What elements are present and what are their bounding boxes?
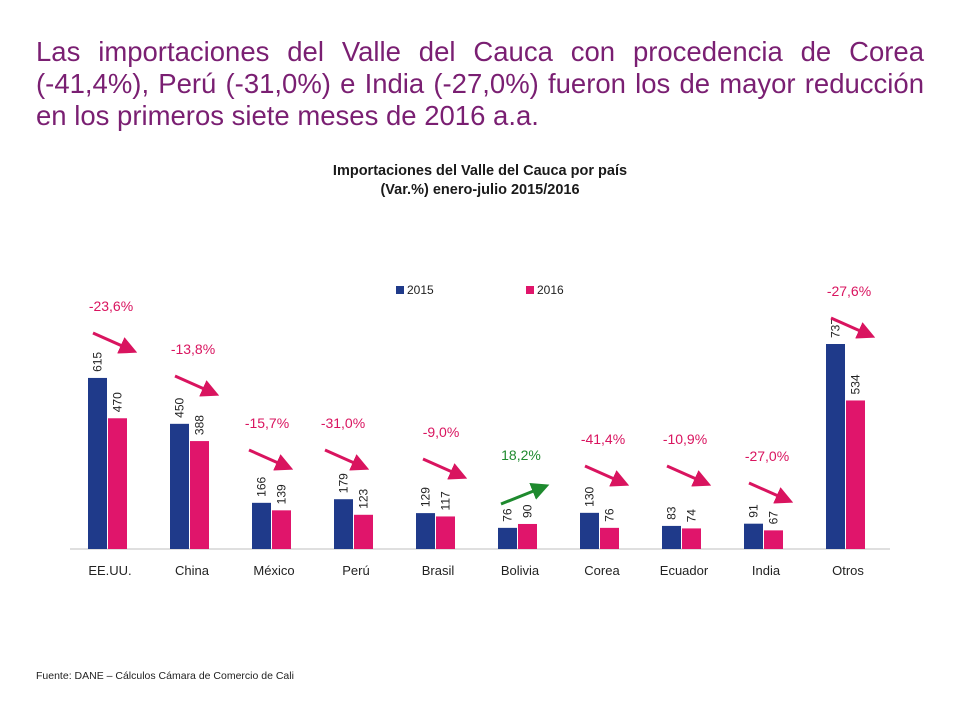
data-label: 139 bbox=[275, 484, 289, 504]
variation-arrow-5 bbox=[500, 482, 550, 506]
bar-2015-corea bbox=[580, 512, 599, 549]
data-label: 83 bbox=[665, 506, 679, 520]
bar-2015-eeuu bbox=[88, 377, 107, 549]
bar-2015-china bbox=[170, 423, 189, 549]
variation-label-5: 18,2% bbox=[501, 447, 541, 463]
data-label: 388 bbox=[193, 415, 207, 435]
bar-2016-mxico bbox=[272, 510, 291, 549]
bar-2015-brasil bbox=[416, 513, 435, 549]
data-labels-group: 615 470 450 388 166 139 179 123 129 117 76 90 130 76 8… bbox=[91, 318, 863, 525]
data-label: 450 bbox=[173, 397, 187, 417]
category-tick-7: Ecuador bbox=[660, 563, 709, 578]
variation-label-1: -13,8% bbox=[171, 341, 215, 357]
variation-label-8: -27,0% bbox=[745, 448, 789, 464]
legend: 2015 2016 bbox=[396, 283, 564, 297]
headline: Las importaciones del Valle del Cauca co… bbox=[36, 36, 924, 131]
bar-2016-per bbox=[354, 514, 373, 549]
variation-arrow-6 bbox=[584, 464, 630, 487]
variation-arrows-group: -23,6% -13,8% -15,7% -31,0% -9,0% 18,2% -41,4%… bbox=[89, 283, 876, 506]
variation-label-7: -10,9% bbox=[663, 431, 707, 447]
data-label: 534 bbox=[849, 374, 863, 394]
category-tick-5: Bolivia bbox=[501, 563, 540, 578]
bar-2015-otros bbox=[826, 344, 845, 549]
variation-label-3: -31,0% bbox=[321, 415, 365, 431]
chart-title-line1: Importaciones del Valle del Cauca por pa… bbox=[332, 163, 628, 179]
source-note: Fuente: DANE – Cálculos Cámara de Comerc… bbox=[36, 670, 294, 682]
variation-arrow-4 bbox=[422, 457, 468, 480]
data-label: 615 bbox=[91, 352, 105, 372]
variation-label-6: -41,4% bbox=[581, 431, 625, 447]
legend-swatch-1 bbox=[526, 286, 534, 294]
variation-arrow-0 bbox=[92, 331, 138, 354]
variation-arrow-1 bbox=[174, 374, 220, 397]
data-label: 76 bbox=[603, 508, 617, 522]
data-label: 123 bbox=[357, 488, 371, 508]
bar-2016-india bbox=[764, 530, 783, 549]
data-label: 91 bbox=[747, 504, 761, 518]
bar-2016-brasil bbox=[436, 516, 455, 549]
category-ticks-group: EE.UU. China México Perú Brasil Bolivia Corea E… bbox=[88, 563, 864, 578]
category-tick-9: Otros bbox=[832, 563, 864, 578]
bar-2015-ecuador bbox=[662, 525, 681, 549]
bar-2016-bolivia bbox=[518, 523, 537, 549]
category-tick-2: México bbox=[253, 563, 294, 578]
data-label: 129 bbox=[419, 487, 433, 507]
data-label: 179 bbox=[337, 473, 351, 493]
bar-2015-per bbox=[334, 499, 353, 549]
variation-arrow-3 bbox=[324, 448, 370, 471]
data-label: 67 bbox=[767, 511, 781, 525]
category-tick-6: Corea bbox=[584, 563, 620, 578]
variation-label-0: -23,6% bbox=[89, 298, 133, 314]
category-tick-3: Perú bbox=[342, 563, 369, 578]
variation-arrow-8 bbox=[748, 481, 794, 504]
bar-2015-mxico bbox=[252, 502, 271, 549]
variation-arrow-7 bbox=[666, 464, 712, 487]
variation-label-4: -9,0% bbox=[423, 424, 460, 440]
bar-2016-otros bbox=[846, 400, 865, 549]
data-label: 130 bbox=[583, 486, 597, 506]
category-tick-1: China bbox=[175, 563, 210, 578]
data-label: 90 bbox=[521, 504, 535, 518]
variation-arrow-2 bbox=[248, 448, 294, 471]
bar-2016-corea bbox=[600, 527, 619, 549]
variation-label-2: -15,7% bbox=[245, 415, 289, 431]
category-tick-8: India bbox=[752, 563, 781, 578]
legend-label-0: 2015 bbox=[407, 283, 434, 297]
legend-swatch-0 bbox=[396, 286, 404, 294]
data-label: 470 bbox=[111, 392, 125, 412]
data-label: 76 bbox=[501, 508, 515, 522]
variation-arrow-9 bbox=[830, 316, 876, 339]
data-label: 74 bbox=[685, 509, 699, 523]
bar-2016-ecuador bbox=[682, 528, 701, 549]
chart-title-line2: (Var.%) enero-julio 2015/2016 bbox=[380, 181, 580, 198]
bar-2016-china bbox=[190, 441, 209, 549]
data-label: 166 bbox=[255, 476, 269, 496]
bars-group bbox=[70, 344, 890, 550]
legend-label-1: 2016 bbox=[537, 283, 564, 297]
data-label: 117 bbox=[439, 491, 453, 510]
bar-2015-bolivia bbox=[498, 527, 517, 549]
category-tick-0: EE.UU. bbox=[88, 563, 131, 578]
category-tick-4: Brasil bbox=[422, 563, 455, 578]
chart-title: Importaciones del Valle del Cauca por pa… bbox=[180, 162, 780, 200]
variation-label-9: -27,6% bbox=[827, 283, 871, 299]
bar-2016-eeuu bbox=[108, 418, 127, 549]
bar-2015-india bbox=[744, 523, 763, 549]
